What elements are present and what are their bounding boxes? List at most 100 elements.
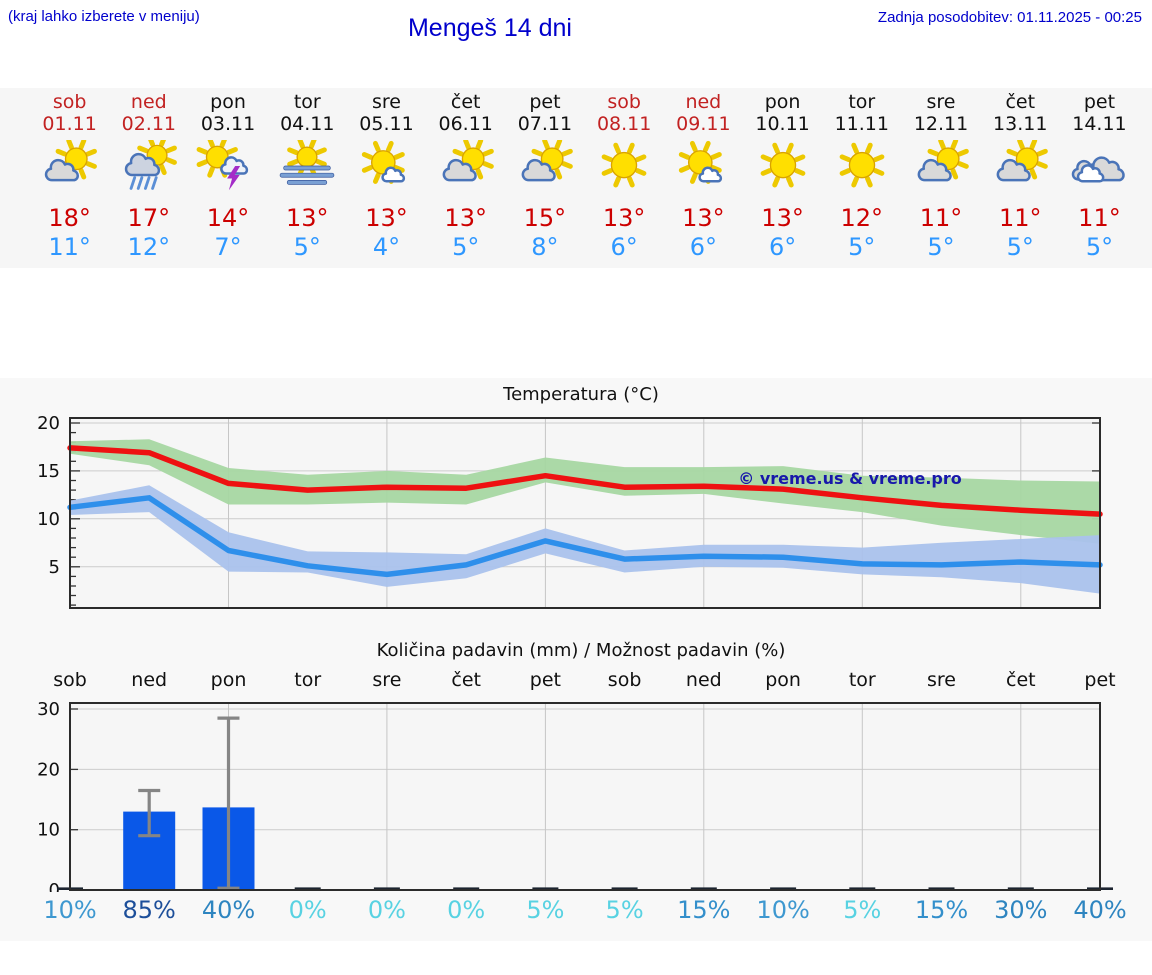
day-column: tor 04.11 13° 5° <box>268 88 347 268</box>
precip-day-label: sob <box>53 669 87 691</box>
sunny-icon <box>601 142 647 188</box>
precip-day-label: tor <box>848 669 876 691</box>
day-column: čet 13.11 11° 5° <box>981 88 1060 268</box>
day-name-label: ned <box>685 91 722 113</box>
day-name-label: pet <box>529 91 561 113</box>
low-temp-label: 5° <box>452 233 480 261</box>
day-date-label: 05.11 <box>359 113 414 135</box>
error-bar <box>217 716 240 890</box>
page-title: Mengeš 14 dni <box>407 14 572 42</box>
precip-zero-mark <box>1007 887 1034 890</box>
precip-day-axis: sob ned pon tor sre čet pet sob ned pon tor sre čet p… <box>0 669 1152 695</box>
temperature-chart: 5 10 15 20 © vreme.us & vreme.pro <box>37 413 1103 609</box>
precip-day-label: sob <box>607 669 642 691</box>
precip-probability-label: 15% <box>914 896 969 924</box>
day-name-label: pon <box>764 91 801 113</box>
day-column: sre 12.11 11° 5° <box>901 88 980 268</box>
day-column: pet 14.11 11° 5° <box>1060 88 1139 268</box>
day-name-label: sob <box>607 91 641 113</box>
cloud-sun-icon <box>996 140 1049 182</box>
high-temp-label: 13° <box>285 204 329 232</box>
precip-probability-label: 10% <box>756 896 810 924</box>
precip-day-label: sre <box>927 669 956 691</box>
low-temp-label: 8° <box>531 233 559 261</box>
high-temp-label: 13° <box>365 204 408 232</box>
day-name-label: tor <box>848 91 876 113</box>
svg-text:20: 20 <box>37 759 60 780</box>
high-temp-label: 18° <box>48 204 91 232</box>
thunderstorm-sun-icon <box>196 140 249 191</box>
precip-zero-mark <box>690 887 717 890</box>
precip-day-label: ned <box>685 669 722 691</box>
day-date-label: 07.11 <box>517 113 573 135</box>
svg-text:15: 15 <box>37 461 60 482</box>
temperature-chart-title: Temperatura (°C) <box>503 384 659 405</box>
day-name-label: sob <box>52 91 87 113</box>
low-temp-label: 5° <box>848 233 876 261</box>
precip-day-label: sre <box>372 669 402 691</box>
day-name-label: sre <box>371 91 401 113</box>
day-column: čet 06.11 13° 5° <box>426 88 505 268</box>
precip-day-label: tor <box>294 669 322 691</box>
high-temp-label: 13° <box>761 204 804 232</box>
day-column: sob 01.11 18° 11° <box>30 88 109 268</box>
day-date-label: 02.11 <box>121 113 177 135</box>
low-temp-label: 4° <box>372 233 401 261</box>
day-name-label: sre <box>926 91 956 113</box>
high-temp-label: 12° <box>840 204 884 232</box>
precip-probability-label: 0% <box>288 896 327 924</box>
rain-sun-icon <box>124 140 177 190</box>
precip-probability-label: 40% <box>201 896 256 924</box>
high-temp-label: 13° <box>682 204 725 232</box>
low-temp-label: 5° <box>1006 233 1034 261</box>
precip-day-label: čet <box>451 669 481 691</box>
precip-day-label: pon <box>210 669 247 691</box>
low-temp-label: 6° <box>768 233 797 261</box>
watermark: © vreme.us & vreme.pro <box>738 469 961 488</box>
precip-zero-mark <box>928 887 955 890</box>
precip-probability-label: 40% <box>1073 896 1127 924</box>
precip-day-label: pet <box>1084 669 1116 691</box>
high-temp-label: 15° <box>523 204 567 232</box>
charts-section: Temperatura (°C) 5 10 15 20 © vreme.us & vre… <box>0 378 1152 941</box>
menu-hint-label: (kraj lahko izberete v meniju) <box>8 8 200 25</box>
precip-day-label: čet <box>1006 669 1036 691</box>
precipitation-chart-title: Količina padavin (mm) / Možnost padavin … <box>376 640 786 661</box>
low-temp-label: 6° <box>689 233 717 261</box>
day-date-label: 03.11 <box>200 113 256 135</box>
low-temp-label: 6° <box>610 233 638 261</box>
precip-probability-label: 5% <box>843 896 882 924</box>
high-temp-label: 11° <box>919 204 963 232</box>
day-date-label: 04.11 <box>280 113 335 135</box>
precip-probability-label: 10% <box>43 896 97 924</box>
precip-zero-mark <box>373 887 400 890</box>
day-name-label: čet <box>450 91 481 113</box>
precip-probability-row: 10% 85% 40% 0% 0% 0% 5% 5% 15% 10% 5% 15% 30% 40% <box>0 896 1152 932</box>
partly-cloudy-icon <box>44 140 97 182</box>
day-date-label: 14.11 <box>1072 113 1127 135</box>
svg-text:10: 10 <box>37 820 60 841</box>
low-temp-label: 5° <box>1085 233 1114 261</box>
cloudy-icon <box>1072 156 1126 183</box>
day-date-label: 10.11 <box>755 113 810 135</box>
low-temp-label: 5° <box>927 233 955 261</box>
day-name-label: čet <box>1005 91 1036 113</box>
svg-text:10: 10 <box>37 509 60 530</box>
day-date-label: 01.11 <box>42 113 97 135</box>
day-name-label: tor <box>293 91 321 113</box>
precip-probability-label: 0% <box>447 896 486 924</box>
high-temp-label: 11° <box>998 204 1042 232</box>
precip-zero-mark <box>849 887 876 890</box>
low-temp-label: 7° <box>214 233 242 261</box>
cloud-sun-icon <box>442 140 494 182</box>
precip-zero-mark <box>453 887 480 890</box>
sunny-icon <box>839 142 885 188</box>
last-update-label: Zadnja posodobitev: 01.11.2025 - 00:25 <box>877 9 1142 26</box>
low-temp-label: 12° <box>127 233 171 261</box>
svg-text:0: 0 <box>49 880 60 892</box>
day-name-label: pet <box>1083 91 1116 113</box>
precip-probability-label: 5% <box>526 896 565 924</box>
day-column: pon 03.11 14° 7° <box>188 88 267 268</box>
cloud-sun-icon <box>917 140 969 182</box>
precip-day-label: pet <box>529 669 561 691</box>
